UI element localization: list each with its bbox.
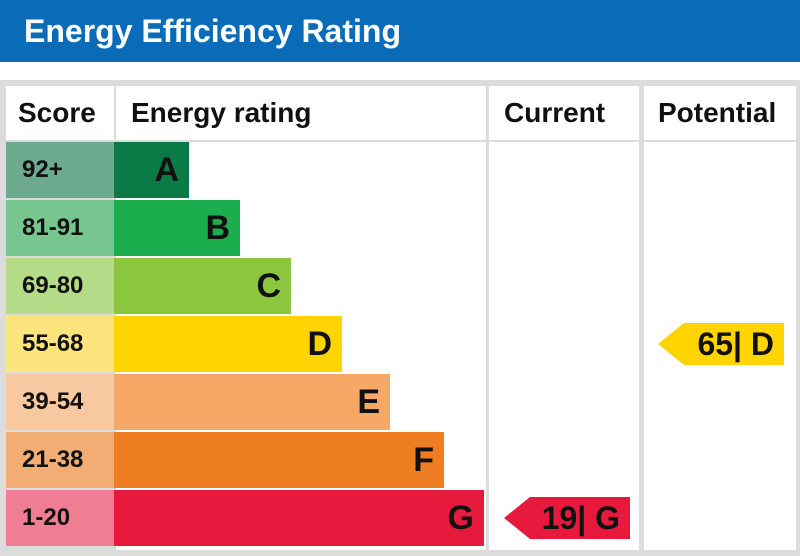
energy-rating-header-cell [116, 86, 486, 140]
current-column-header: Current [504, 97, 606, 128]
potential-rating-marker: 65| D [658, 323, 784, 365]
score-range-a: 92+ [6, 142, 114, 198]
rating-bar-b: B [114, 200, 240, 256]
chart-title: Energy Efficiency Rating [0, 0, 800, 62]
energy-rating-column-header: Energy rating [131, 97, 312, 128]
potential-header-cell [644, 86, 796, 140]
rating-bar-e: E [114, 374, 390, 430]
rating-bar-a: A [114, 142, 189, 198]
rating-table: Score Energy rating Current Potential 92… [0, 80, 800, 556]
score-range-g: 1-20 [6, 490, 114, 546]
current-column [489, 142, 639, 550]
score-range-b: 81-91 [6, 200, 114, 256]
score-header-cell [6, 86, 114, 140]
rating-bar-f: F [114, 432, 444, 488]
current-rating-marker: 19| G [504, 497, 630, 539]
score-range-d: 55-68 [6, 316, 114, 372]
score-range-e: 39-54 [6, 374, 114, 430]
current-header-cell [489, 86, 639, 140]
potential-column-header: Potential [658, 97, 777, 128]
rating-bar-d: D [114, 316, 342, 372]
score-range-c: 69-80 [6, 258, 114, 314]
score-range-f: 21-38 [6, 432, 114, 488]
score-column-header: Score [18, 97, 96, 128]
rating-bar-g: G [114, 490, 484, 546]
rating-bar-c: C [114, 258, 291, 314]
